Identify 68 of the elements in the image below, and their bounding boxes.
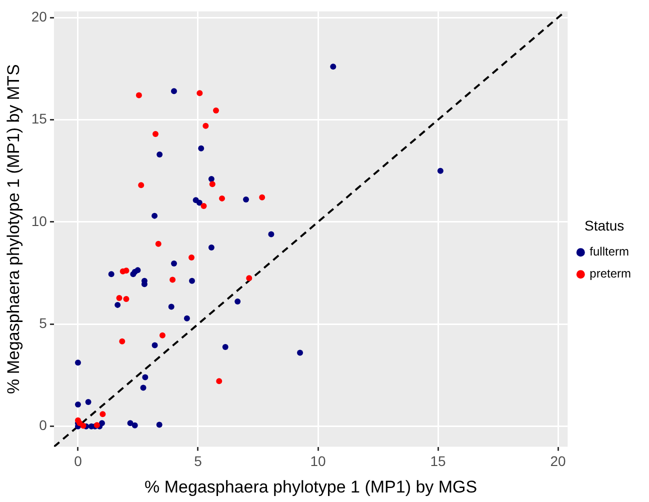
point — [188, 278, 195, 284]
legend-title: Status — [584, 217, 624, 234]
y-tick-label: 20 — [31, 8, 48, 24]
point — [170, 88, 177, 94]
point — [155, 240, 162, 247]
point — [98, 420, 105, 426]
point — [142, 374, 148, 380]
x-tick-label: 0 — [74, 453, 82, 470]
point — [222, 344, 228, 350]
x-tick-label: 15 — [430, 453, 446, 470]
point — [132, 422, 138, 428]
point — [108, 271, 114, 278]
point — [297, 350, 304, 356]
point — [208, 176, 214, 182]
x-axis-title: % Megasphaera phylotype 1 (MP1) by MGS — [144, 477, 478, 496]
y-tick-label: 10 — [31, 212, 48, 229]
point — [213, 108, 219, 114]
point — [138, 182, 144, 188]
point — [123, 268, 130, 274]
legend-label: fullterm — [590, 244, 629, 259]
point — [198, 145, 204, 152]
point — [74, 401, 81, 408]
point — [208, 244, 214, 250]
point — [246, 275, 252, 282]
point — [170, 276, 176, 283]
point — [85, 399, 92, 406]
point — [196, 90, 203, 96]
y-tick-label: 5 — [39, 315, 48, 332]
point — [114, 302, 121, 308]
point — [156, 422, 162, 428]
point — [127, 420, 134, 426]
point — [188, 254, 195, 261]
point — [170, 260, 177, 266]
point — [152, 342, 158, 348]
y-tick-label: 0 — [39, 417, 48, 434]
point — [184, 315, 190, 322]
point — [116, 294, 122, 301]
point — [100, 411, 106, 418]
point — [200, 203, 207, 209]
x-tick-label: 10 — [310, 453, 326, 470]
point — [259, 194, 266, 200]
point — [123, 296, 130, 302]
point — [119, 338, 126, 344]
legend-label: preterm — [590, 266, 632, 281]
point — [156, 151, 163, 158]
point — [168, 304, 174, 310]
point — [136, 92, 142, 98]
point — [159, 332, 166, 338]
point — [268, 231, 274, 238]
point — [234, 298, 241, 304]
x-tick-label: 20 — [550, 453, 566, 470]
point — [243, 196, 250, 202]
y-axis-title: % Megasphaera phylotype 1 (MP1) by MTS — [4, 64, 23, 394]
point — [209, 181, 216, 188]
x-tick-label: 5 — [194, 453, 202, 470]
point — [330, 64, 336, 70]
point — [80, 422, 86, 429]
y-tick-label: 15 — [31, 110, 48, 127]
point — [219, 195, 225, 202]
point — [152, 212, 158, 219]
point — [437, 168, 444, 174]
point — [140, 384, 146, 391]
point — [202, 122, 209, 129]
point — [216, 378, 222, 384]
point — [134, 267, 141, 274]
point — [74, 360, 81, 366]
point — [152, 131, 159, 138]
point — [196, 200, 202, 206]
